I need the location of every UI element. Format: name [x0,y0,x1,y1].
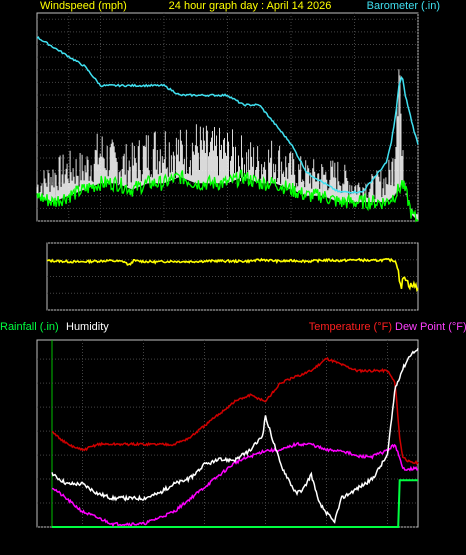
barometer-series [36,36,419,194]
dewpoint-axis-label: Dew Point (°F) [395,321,466,333]
climate-plot-frame [36,339,419,528]
wind-axis-label: Windspeed (mph) [40,0,127,12]
graph-title: 24 hour graph day : April 14 2026 [169,0,332,12]
temperature-series [51,356,419,466]
direction-series [46,257,419,293]
baro-axis-label: Barometer (.in) [367,0,440,12]
humidity-axis-label: Humidity [66,321,109,333]
wind-direction-series [46,257,419,293]
wind-series [36,36,419,223]
temperature-axis-label: Temperature (°F) [309,321,392,333]
humidity-series [51,347,419,524]
rainfall-series [52,479,418,528]
climate-series [51,347,419,528]
rain-axis-label: Rainfall (.in) [0,321,59,333]
wind-avg-series [36,169,419,223]
